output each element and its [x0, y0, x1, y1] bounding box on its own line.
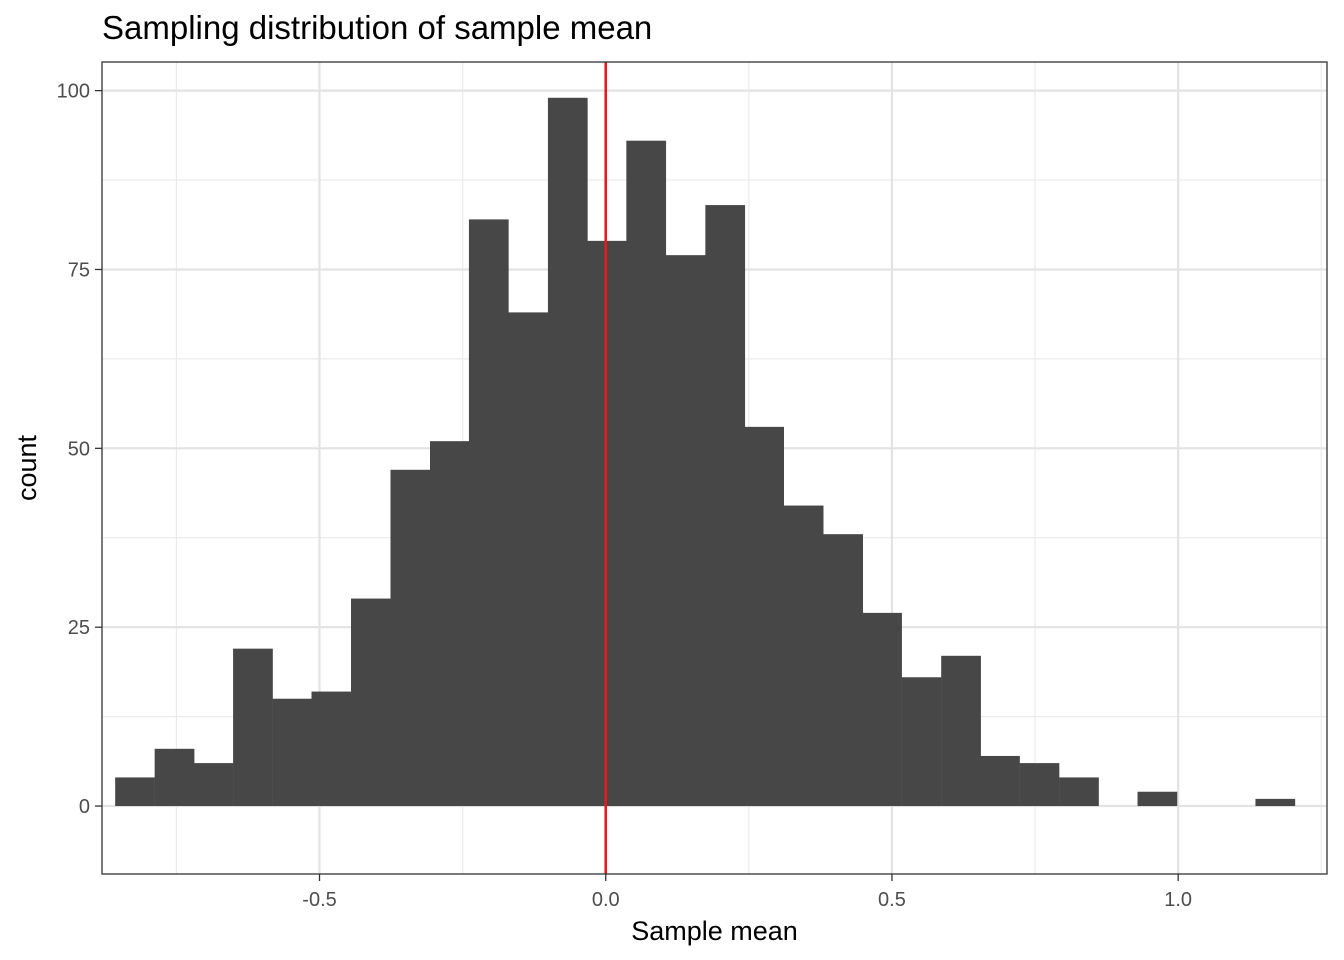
histogram-bar	[468, 219, 509, 807]
histogram-bar	[193, 763, 234, 807]
histogram-bar	[115, 777, 155, 807]
histogram-bar	[430, 441, 470, 807]
histogram-bar	[1255, 798, 1296, 807]
y-axis-ticks: 0 25 50 75 100	[57, 81, 102, 818]
x-tick-label: 0.5	[878, 889, 906, 911]
histogram-bar	[665, 255, 706, 807]
x-axis-title: Sample mean	[631, 916, 798, 946]
x-axis-ticks: -0.5 0.0 0.5 1.0	[302, 874, 1192, 911]
histogram-bar	[390, 469, 431, 807]
histogram-bar	[154, 748, 195, 807]
y-tick-label: 100	[57, 81, 90, 103]
histogram-bar	[626, 140, 667, 807]
histogram-bars	[115, 97, 1296, 807]
y-axis-title: count	[12, 434, 42, 501]
histogram-bar	[783, 505, 824, 807]
histogram-bar	[862, 612, 902, 807]
histogram-bar	[508, 312, 549, 807]
histogram-bar	[1137, 791, 1178, 807]
histogram-bar	[744, 426, 784, 807]
x-tick-label: -0.5	[302, 889, 336, 911]
histogram-bar	[941, 655, 981, 807]
y-tick-label: 25	[68, 617, 90, 639]
histogram-bar	[901, 677, 942, 807]
histogram-bar	[823, 534, 863, 807]
panel-border	[101, 61, 1328, 875]
y-tick-label: 0	[79, 796, 90, 818]
histogram-bar	[351, 598, 391, 807]
histogram-bar	[272, 698, 313, 807]
histogram-bar	[233, 648, 273, 807]
x-tick-label: 0.0	[592, 889, 620, 911]
histogram-bar	[311, 691, 352, 807]
y-tick-label: 75	[68, 259, 90, 281]
x-tick-label: 1.0	[1164, 889, 1192, 911]
histogram-bar	[1059, 777, 1099, 807]
histogram-bar	[547, 97, 588, 807]
y-tick-label: 50	[68, 438, 90, 460]
histogram-bar	[980, 755, 1020, 807]
chart-title: Sampling distribution of sample mean	[102, 9, 652, 46]
histogram-bar	[705, 205, 746, 807]
histogram-bar	[1019, 763, 1060, 807]
